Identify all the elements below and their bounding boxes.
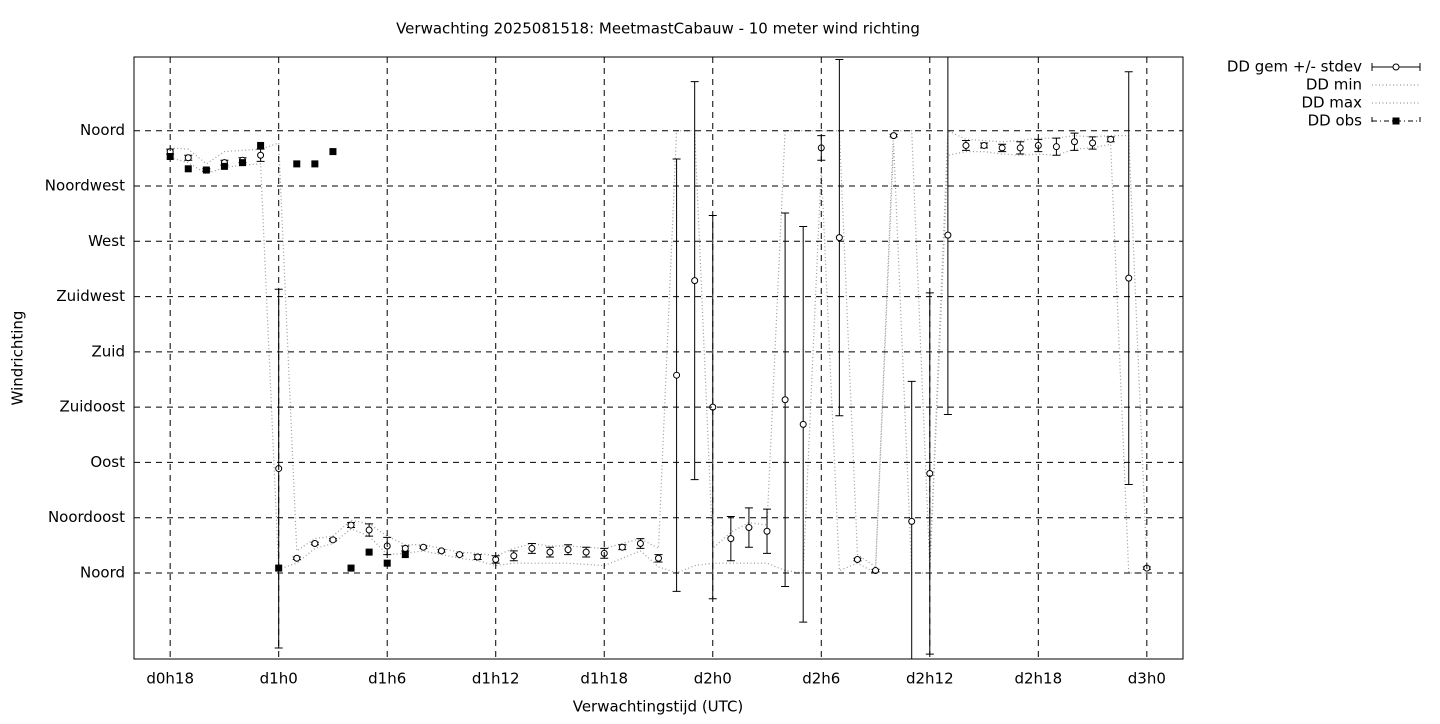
mean-point — [799, 420, 807, 428]
x-tick-label: d3h0 — [1128, 670, 1166, 688]
range-line — [170, 142, 1147, 574]
obs-point — [365, 548, 373, 556]
mean-point — [636, 540, 644, 548]
obs-point — [347, 564, 355, 572]
legend-label: DD gem +/- stdev — [1227, 58, 1362, 76]
mean-point — [329, 536, 337, 544]
obs-point — [401, 551, 409, 559]
x-tick-label: d1h18 — [580, 670, 628, 688]
mean-point — [727, 535, 735, 543]
mean-point — [853, 555, 861, 563]
x-tick-label: d1h6 — [368, 670, 406, 688]
mean-point — [655, 554, 662, 562]
x-axis-label: Verwachtingstijd (UTC) — [573, 698, 744, 716]
mean-point — [763, 527, 771, 535]
mean-point — [1107, 135, 1115, 143]
mean-point — [184, 154, 192, 162]
y-tick-label: Noordwest — [45, 177, 125, 195]
mean-point — [437, 547, 445, 555]
y-tick-label: Zuid — [92, 342, 125, 360]
x-tick-label: d0h18 — [146, 670, 194, 688]
obs-point — [257, 141, 265, 149]
mean-point — [365, 526, 373, 534]
mean-point — [347, 521, 355, 529]
mean-point — [528, 544, 536, 552]
y-tick-label: Oost — [90, 453, 125, 471]
obs-point — [311, 160, 319, 168]
legend-label: DD max — [1301, 94, 1362, 112]
mean-point — [401, 544, 409, 552]
y-tick-label: West — [88, 232, 125, 250]
mean-point — [998, 144, 1006, 152]
legend-label: DD obs — [1308, 112, 1363, 130]
y-tick-label: Zuidwest — [56, 287, 125, 305]
legend-sample — [1392, 117, 1400, 125]
obs-point — [239, 159, 247, 167]
obs-point — [329, 148, 337, 156]
y-tick-label: Noord — [80, 121, 125, 139]
legend-label: DD min — [1306, 76, 1362, 94]
mean-point — [564, 546, 572, 554]
y-tick-label: Zuidoost — [59, 398, 125, 416]
x-tick-label: d2h18 — [1014, 670, 1062, 688]
obs-point — [202, 166, 210, 174]
mean-point — [546, 548, 554, 556]
x-tick-label: d2h12 — [906, 670, 954, 688]
mean-point — [293, 554, 301, 562]
mean-point — [908, 517, 916, 525]
y-tick-label: Noordoost — [48, 508, 125, 526]
mean-point — [456, 551, 464, 559]
x-tick-label: d1h0 — [260, 670, 298, 688]
obs-point — [293, 160, 301, 168]
obs-point — [184, 165, 192, 173]
y-tick-label: Noord — [80, 564, 125, 582]
chart-title: Verwachting 2025081518: MeetmastCabauw -… — [396, 20, 920, 38]
obs-point — [220, 162, 228, 170]
mean-point — [474, 553, 482, 561]
mean-point — [944, 231, 952, 239]
mean-point — [1089, 139, 1097, 147]
x-tick-label: d1h12 — [472, 670, 520, 688]
legend-sample — [1392, 63, 1400, 71]
range-line — [170, 129, 1148, 568]
mean-point — [419, 543, 427, 551]
mean-point — [673, 371, 681, 379]
mean-point — [311, 540, 319, 548]
mean-point — [1016, 144, 1024, 152]
mean-point — [618, 543, 626, 551]
mean-point — [691, 277, 699, 285]
mean-point — [1070, 138, 1078, 146]
mean-point — [980, 141, 988, 149]
mean-point — [1125, 274, 1133, 282]
mean-point — [962, 141, 970, 149]
mean-point — [1052, 143, 1060, 151]
plot-area — [166, 57, 1151, 659]
mean-point — [781, 396, 789, 404]
mean-point — [510, 552, 518, 560]
y-axis-label: Windrichting — [9, 311, 27, 406]
mean-point — [872, 567, 880, 575]
plot-frame — [133, 56, 1184, 660]
x-tick-label: d2h0 — [694, 670, 732, 688]
mean-point — [745, 524, 753, 532]
mean-point — [257, 151, 265, 159]
mean-point — [835, 234, 843, 242]
mean-point — [582, 548, 590, 556]
mean-point — [890, 132, 898, 140]
x-tick-label: d2h6 — [802, 670, 840, 688]
